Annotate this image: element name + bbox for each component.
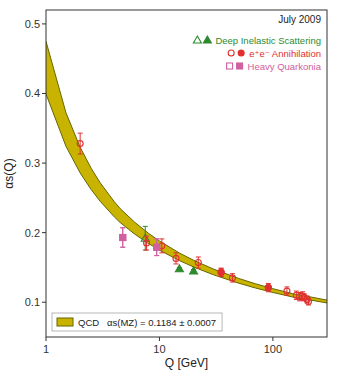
error-bar [78, 133, 83, 154]
point [175, 265, 183, 272]
plot-area [46, 41, 327, 305]
legend-label: Deep Inelastic Scattering [215, 35, 321, 46]
chart: 0.1 0.2 0.3 0.4 0.5 1 10 100 Q [GeV] αs(Q) July 20… [0, 0, 337, 373]
error-bar [154, 239, 159, 256]
error-bar [306, 298, 311, 305]
y-tick [42, 93, 46, 94]
point [77, 141, 83, 147]
point [218, 269, 224, 275]
error-bar [284, 287, 289, 295]
legend-marker [237, 63, 243, 69]
point [229, 275, 235, 281]
point [120, 235, 126, 241]
point [218, 269, 224, 275]
error-bar [230, 274, 235, 282]
legend-marker [228, 50, 234, 56]
y-tick [42, 302, 46, 303]
annotation: July 2009 [278, 14, 321, 25]
legend-label: QCD αs(MZ) = 0.1184 ± 0.0007 [78, 317, 216, 328]
error-bar [219, 268, 224, 276]
legend: Deep Inelastic Scattering e⁺e⁻ Annihilati… [193, 35, 321, 72]
y-axis-label: αs(Q) [2, 158, 16, 188]
y-tick [42, 23, 46, 24]
x-tick [272, 337, 273, 341]
point [173, 255, 179, 261]
legend-label: e⁺e⁻ Annihilation [249, 48, 321, 59]
y-tick-label: 0.4 [25, 87, 40, 99]
band-legend: QCD αs(MZ) = 0.1184 ± 0.0007 [52, 313, 222, 331]
legend-marker [227, 63, 233, 69]
band-upper-edge [46, 41, 327, 300]
x-tick-label: 1 [43, 343, 49, 355]
point [265, 285, 271, 291]
error-bar [196, 257, 201, 268]
x-tick-label: 100 [264, 343, 282, 355]
point [154, 244, 160, 250]
legend-patch [57, 318, 73, 326]
x-tick [159, 337, 160, 341]
point [265, 285, 271, 291]
error-bar [174, 253, 179, 264]
error-bar [266, 283, 271, 291]
legend-marker [203, 36, 211, 43]
y-tick [42, 163, 46, 164]
point [305, 299, 311, 305]
y-tick [42, 232, 46, 233]
error-bar [266, 286, 271, 290]
x-tick-label: 10 [153, 343, 165, 355]
y-tick-label: 0.2 [25, 227, 40, 239]
error-bar [144, 236, 149, 250]
legend-label: Heavy Quarkonia [248, 61, 322, 72]
band-lower-edge [46, 94, 327, 303]
x-axis-label: Q [GeV] [165, 356, 208, 370]
y-tick-label: 0.3 [25, 157, 40, 169]
plot-frame [46, 10, 327, 337]
point [120, 235, 126, 241]
error-bar [219, 269, 224, 276]
point [195, 260, 201, 266]
x-tick [46, 337, 47, 341]
point [284, 288, 290, 294]
legend-marker [193, 36, 201, 43]
legend-marker [238, 50, 244, 56]
point [154, 244, 160, 250]
legend-frame [52, 313, 222, 331]
error-bar [120, 228, 125, 247]
band-area [46, 41, 327, 303]
error-bar [120, 228, 125, 247]
y-tick-label: 0.1 [25, 296, 40, 308]
error-bar [154, 239, 159, 256]
y-tick-label: 0.5 [25, 18, 40, 30]
point [144, 240, 150, 246]
